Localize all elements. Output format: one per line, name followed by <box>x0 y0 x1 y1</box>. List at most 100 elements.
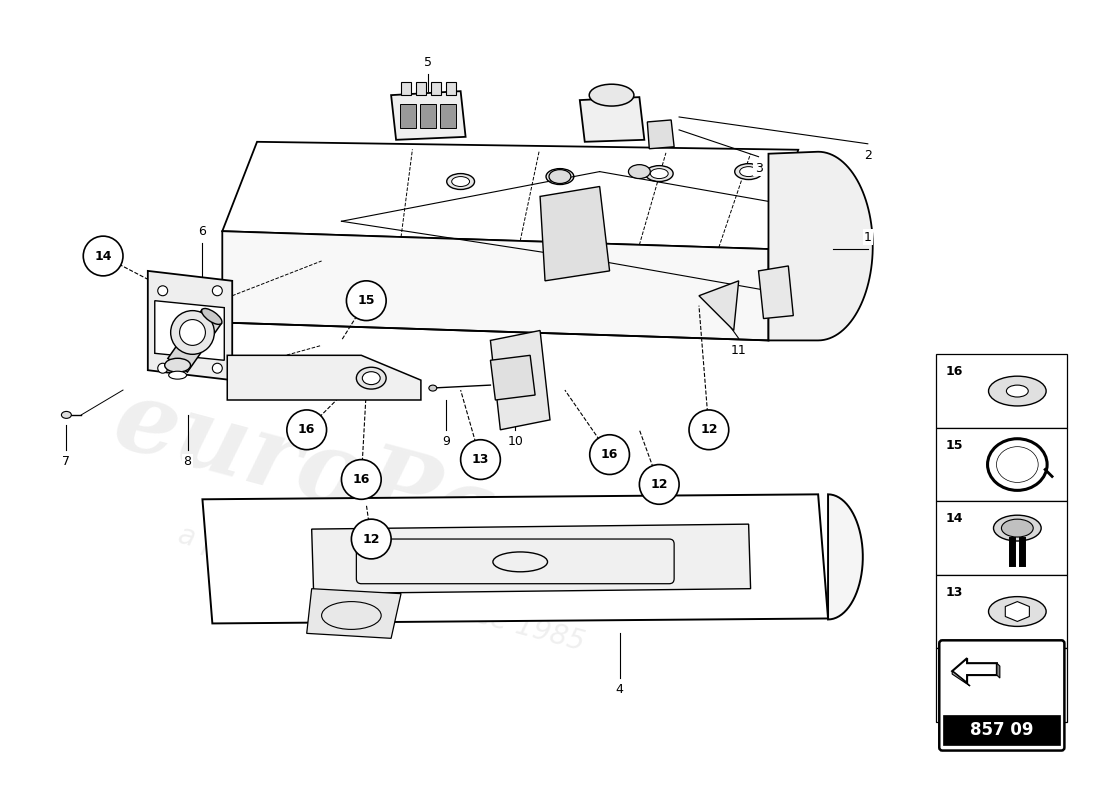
Polygon shape <box>828 494 862 619</box>
Ellipse shape <box>165 358 190 372</box>
Circle shape <box>287 410 327 450</box>
Ellipse shape <box>62 411 72 418</box>
Polygon shape <box>1005 602 1030 622</box>
Ellipse shape <box>201 309 222 324</box>
Circle shape <box>212 286 222 296</box>
Text: 14: 14 <box>95 250 112 262</box>
Text: 5: 5 <box>424 56 432 69</box>
Ellipse shape <box>452 177 470 186</box>
Text: 13: 13 <box>945 586 962 598</box>
FancyBboxPatch shape <box>939 640 1065 750</box>
Polygon shape <box>491 355 535 400</box>
Ellipse shape <box>549 170 571 183</box>
Text: 857 09: 857 09 <box>970 721 1034 738</box>
Text: 12: 12 <box>650 478 668 491</box>
Text: 10: 10 <box>507 435 524 448</box>
Ellipse shape <box>993 515 1042 541</box>
Circle shape <box>170 310 214 354</box>
Text: euroParts: euroParts <box>103 372 659 607</box>
Polygon shape <box>168 310 221 372</box>
Polygon shape <box>147 271 232 380</box>
FancyBboxPatch shape <box>936 428 1067 502</box>
Polygon shape <box>228 355 421 400</box>
Circle shape <box>157 363 167 373</box>
Polygon shape <box>416 82 426 95</box>
Circle shape <box>179 319 206 346</box>
Polygon shape <box>647 120 674 149</box>
Circle shape <box>157 286 167 296</box>
Text: 12: 12 <box>363 533 379 546</box>
Polygon shape <box>698 281 739 330</box>
Circle shape <box>212 363 222 373</box>
Ellipse shape <box>989 376 1046 406</box>
Polygon shape <box>402 82 411 95</box>
Text: 11: 11 <box>730 344 747 357</box>
Circle shape <box>590 434 629 474</box>
Polygon shape <box>491 330 550 430</box>
Polygon shape <box>431 82 441 95</box>
Ellipse shape <box>989 597 1046 626</box>
Polygon shape <box>953 658 997 683</box>
Text: 2: 2 <box>864 150 871 162</box>
Text: a passion for parts since 1985: a passion for parts since 1985 <box>175 521 587 657</box>
Text: 16: 16 <box>601 448 618 461</box>
Ellipse shape <box>650 169 668 178</box>
Circle shape <box>351 519 392 559</box>
FancyBboxPatch shape <box>936 354 1067 428</box>
Text: 1: 1 <box>864 230 871 244</box>
FancyBboxPatch shape <box>936 574 1067 648</box>
Polygon shape <box>392 91 465 140</box>
FancyBboxPatch shape <box>943 714 1060 745</box>
Ellipse shape <box>429 385 437 391</box>
Circle shape <box>346 281 386 321</box>
Polygon shape <box>311 524 750 594</box>
Polygon shape <box>580 97 645 142</box>
Text: 4: 4 <box>616 683 624 697</box>
Polygon shape <box>222 231 769 341</box>
Polygon shape <box>953 671 970 686</box>
FancyBboxPatch shape <box>420 104 436 128</box>
Ellipse shape <box>646 166 673 182</box>
Polygon shape <box>446 82 455 95</box>
Text: 13: 13 <box>472 453 490 466</box>
Polygon shape <box>307 589 402 638</box>
Ellipse shape <box>1001 519 1033 537</box>
Circle shape <box>639 465 679 504</box>
Text: 16: 16 <box>353 473 370 486</box>
Text: 12: 12 <box>700 423 717 436</box>
Ellipse shape <box>739 166 758 177</box>
Ellipse shape <box>362 372 381 385</box>
Circle shape <box>689 410 728 450</box>
Ellipse shape <box>447 174 474 190</box>
Ellipse shape <box>997 446 1038 482</box>
FancyBboxPatch shape <box>936 502 1067 574</box>
FancyBboxPatch shape <box>400 104 416 128</box>
Text: 6: 6 <box>198 225 207 238</box>
Text: 9: 9 <box>442 435 450 448</box>
Ellipse shape <box>546 169 574 185</box>
Text: 12: 12 <box>945 659 962 672</box>
Text: 15: 15 <box>358 294 375 307</box>
Circle shape <box>84 236 123 276</box>
Text: 14: 14 <box>945 512 962 526</box>
Polygon shape <box>155 301 224 360</box>
Text: 3: 3 <box>755 162 762 175</box>
Text: 16: 16 <box>298 423 316 436</box>
Polygon shape <box>540 186 609 281</box>
Polygon shape <box>769 152 872 341</box>
Text: 7: 7 <box>63 455 70 468</box>
Ellipse shape <box>168 371 187 379</box>
Ellipse shape <box>590 84 634 106</box>
Polygon shape <box>997 663 1000 678</box>
Ellipse shape <box>1003 669 1031 685</box>
Polygon shape <box>759 266 793 318</box>
FancyBboxPatch shape <box>440 104 455 128</box>
Text: 15: 15 <box>945 438 962 452</box>
FancyBboxPatch shape <box>936 648 1067 722</box>
Polygon shape <box>202 494 828 623</box>
Ellipse shape <box>551 171 569 182</box>
Ellipse shape <box>735 164 762 179</box>
Ellipse shape <box>356 367 386 389</box>
Ellipse shape <box>1006 385 1028 397</box>
Circle shape <box>461 440 500 479</box>
